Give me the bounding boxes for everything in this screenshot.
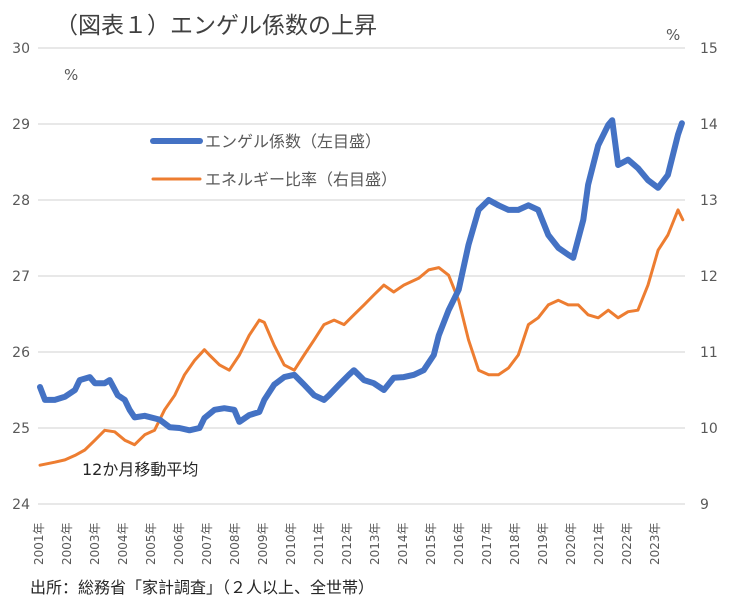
- right-tick-label: 11: [700, 345, 718, 361]
- left-tick-label: 27: [12, 269, 30, 285]
- left-tick-label: 29: [12, 117, 30, 133]
- x-tick-label: 2018年: [508, 522, 522, 565]
- x-tick-label: 2010年: [284, 522, 298, 565]
- right-tick-label: 12: [700, 269, 718, 285]
- x-tick-label: 2011年: [312, 522, 326, 565]
- right-tick-label: 10: [700, 421, 718, 437]
- series-line-energy-ratio: [38, 208, 685, 467]
- left-tick-label: 28: [12, 193, 30, 209]
- x-tick-label: 2022年: [620, 522, 634, 565]
- left-tick-label: 24: [12, 497, 30, 513]
- right-tick-label: 14: [700, 117, 718, 133]
- source-note: 出所：総務省「家計調査」（２人以上、全世帯）: [30, 578, 374, 597]
- x-axis: 2001年 2002年 2003年 2004年 2005年 2006年 2007年 2008年…: [32, 522, 662, 565]
- x-tick-label: 2013年: [368, 522, 382, 565]
- x-tick-label: 2014年: [396, 522, 410, 565]
- series-line-engel-coefficient: [37, 117, 685, 434]
- right-axis: 9 10 11 12 13 14 15: [700, 41, 718, 513]
- series-lines: [37, 117, 685, 467]
- left-unit-label: %: [64, 66, 78, 84]
- annotation-moving-average: 12か月移動平均: [82, 460, 198, 479]
- left-tick-label: 30: [12, 41, 30, 57]
- right-unit-label: %: [666, 26, 680, 44]
- x-tick-label: 2002年: [60, 522, 74, 565]
- x-tick-label: 2012年: [340, 522, 354, 565]
- x-tick-label: 2019年: [536, 522, 550, 565]
- x-tick-label: 2016年: [452, 522, 466, 565]
- x-tick-label: 2023年: [648, 522, 662, 565]
- x-tick-label: 2008年: [228, 522, 242, 565]
- x-tick-label: 2009年: [256, 522, 270, 565]
- x-tick-label: 2003年: [88, 522, 102, 565]
- x-tick-label: 2001年: [32, 522, 46, 565]
- right-tick-label: 13: [700, 193, 718, 209]
- left-tick-label: 26: [12, 345, 30, 361]
- x-tick-label: 2007年: [200, 522, 214, 565]
- legend-label-engel: エンゲル係数（左目盛）: [205, 132, 381, 151]
- left-axis: 24 25 26 27 28 29 30: [12, 41, 30, 513]
- legend-label-energy: エネルギー比率（右目盛）: [205, 170, 397, 189]
- x-tick-label: 2020年: [564, 522, 578, 565]
- left-tick-label: 25: [12, 421, 30, 437]
- right-tick-label: 9: [700, 497, 709, 513]
- x-tick-label: 2006年: [172, 522, 186, 565]
- x-tick-label: 2015年: [424, 522, 438, 565]
- x-tick-label: 2021年: [592, 522, 606, 565]
- legend: エンゲル係数（左目盛） エネルギー比率（右目盛）: [150, 132, 397, 189]
- x-tick-label: 2005年: [144, 522, 158, 565]
- chart-title: （図表１）エンゲル係数の上昇: [55, 13, 377, 39]
- x-tick-label: 2004年: [116, 522, 130, 565]
- gridlines: [38, 47, 685, 505]
- x-tick-label: 2017年: [480, 522, 494, 565]
- right-tick-label: 15: [700, 41, 718, 57]
